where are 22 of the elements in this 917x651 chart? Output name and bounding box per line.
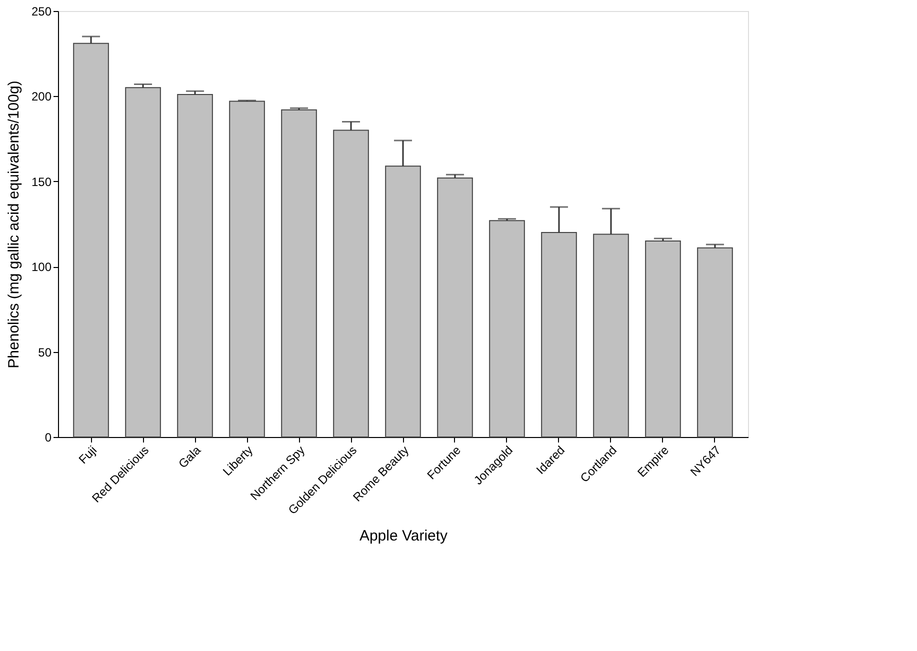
bar [489, 220, 525, 438]
bar [437, 177, 473, 438]
bar [229, 100, 265, 438]
y-tick-label: 0 [44, 430, 52, 444]
bar [593, 234, 629, 438]
y-tick-label: 250 [31, 4, 52, 18]
y-tick-label: 150 [31, 174, 52, 189]
bar [385, 166, 421, 438]
bar [333, 130, 369, 438]
bar [177, 94, 213, 438]
y-axis-title: Phenolics (mg gallic acid equivalents/100g) [5, 80, 22, 368]
x-tick-label: Fuji [76, 443, 100, 467]
y-tick-label: 100 [31, 260, 52, 274]
bar [697, 247, 733, 438]
x-tick-label: Gala [176, 442, 204, 471]
bar [541, 232, 577, 438]
bar [281, 109, 317, 438]
y-tick-label: 50 [38, 345, 52, 360]
bar [73, 42, 109, 438]
x-axis-title: Apple Variety [359, 527, 448, 544]
bar [125, 87, 161, 438]
y-tick-label: 200 [31, 90, 52, 104]
